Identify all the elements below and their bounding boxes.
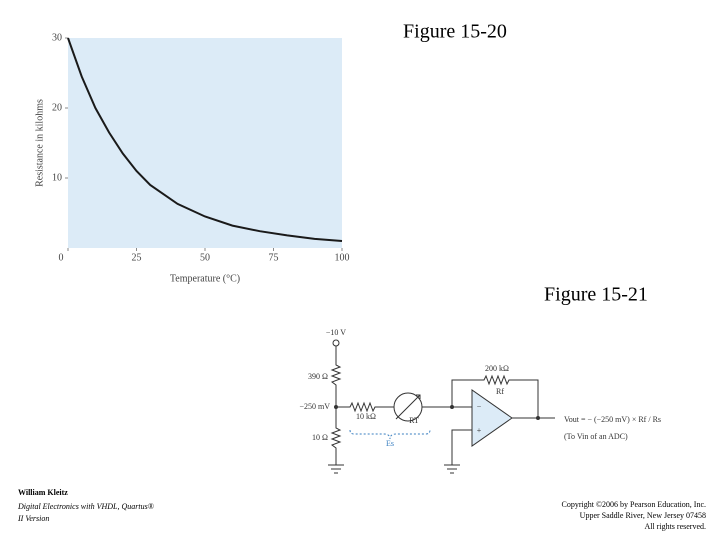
x-tick-label: 0 xyxy=(59,252,64,263)
book: II Version xyxy=(17,514,49,523)
input-sign: − xyxy=(477,402,482,411)
y-tick-label: 30 xyxy=(52,32,62,43)
figure-title: Figure 15-21 xyxy=(544,284,648,306)
figure-title: Figure 15-20 xyxy=(403,21,507,43)
thermistor-label: RT xyxy=(409,416,419,425)
x-tick-label: 100 xyxy=(335,252,350,263)
y-tick-label: 20 xyxy=(52,102,62,113)
x-axis-title: Temperature (°C) xyxy=(170,273,240,284)
resistor-label: 390 Ω xyxy=(308,372,328,381)
supply-label: −10 V xyxy=(326,328,346,337)
circuit: −10 V 390 Ω −250 mV 10 kΩ RT 10 Ω 200 kΩ… xyxy=(299,328,661,474)
line xyxy=(67,37,343,242)
x-tick-label: 75 xyxy=(269,252,279,263)
x-tick-label: 50 xyxy=(200,252,210,263)
copyright: Upper Saddle River, New Jersey 07458 xyxy=(580,511,706,520)
resistor-label: 10 Ω xyxy=(312,433,328,442)
source-label: Es xyxy=(386,439,394,448)
output-formula: Vout = − (−250 mV) × Rf / Rs xyxy=(564,415,661,424)
y-tick-label: 10 xyxy=(52,172,62,183)
author: William Kleitz xyxy=(18,488,68,497)
x-tick-label: 25 xyxy=(132,252,142,263)
output-note: (To Vin of an ADC) xyxy=(564,432,628,441)
resistor-label: 10 kΩ xyxy=(356,412,376,421)
resistor-label: 200 kΩ xyxy=(485,364,509,373)
resistor-label: Rf xyxy=(496,387,504,396)
y-axis-title: Resistance in kilohms xyxy=(34,99,45,187)
plot-area xyxy=(68,38,342,248)
copyright: Copyright ©2006 by Pearson Education, In… xyxy=(562,500,707,509)
input-sign: + xyxy=(477,426,482,435)
chart: 10 20 30 0 25 50 75 100 Temperature (°C) Resistan… xyxy=(34,32,349,284)
node-label: −250 mV xyxy=(299,402,330,411)
copyright: All rights reserved. xyxy=(644,522,706,531)
book: Digital Electronics with VHDL, Quartus® xyxy=(17,502,154,511)
